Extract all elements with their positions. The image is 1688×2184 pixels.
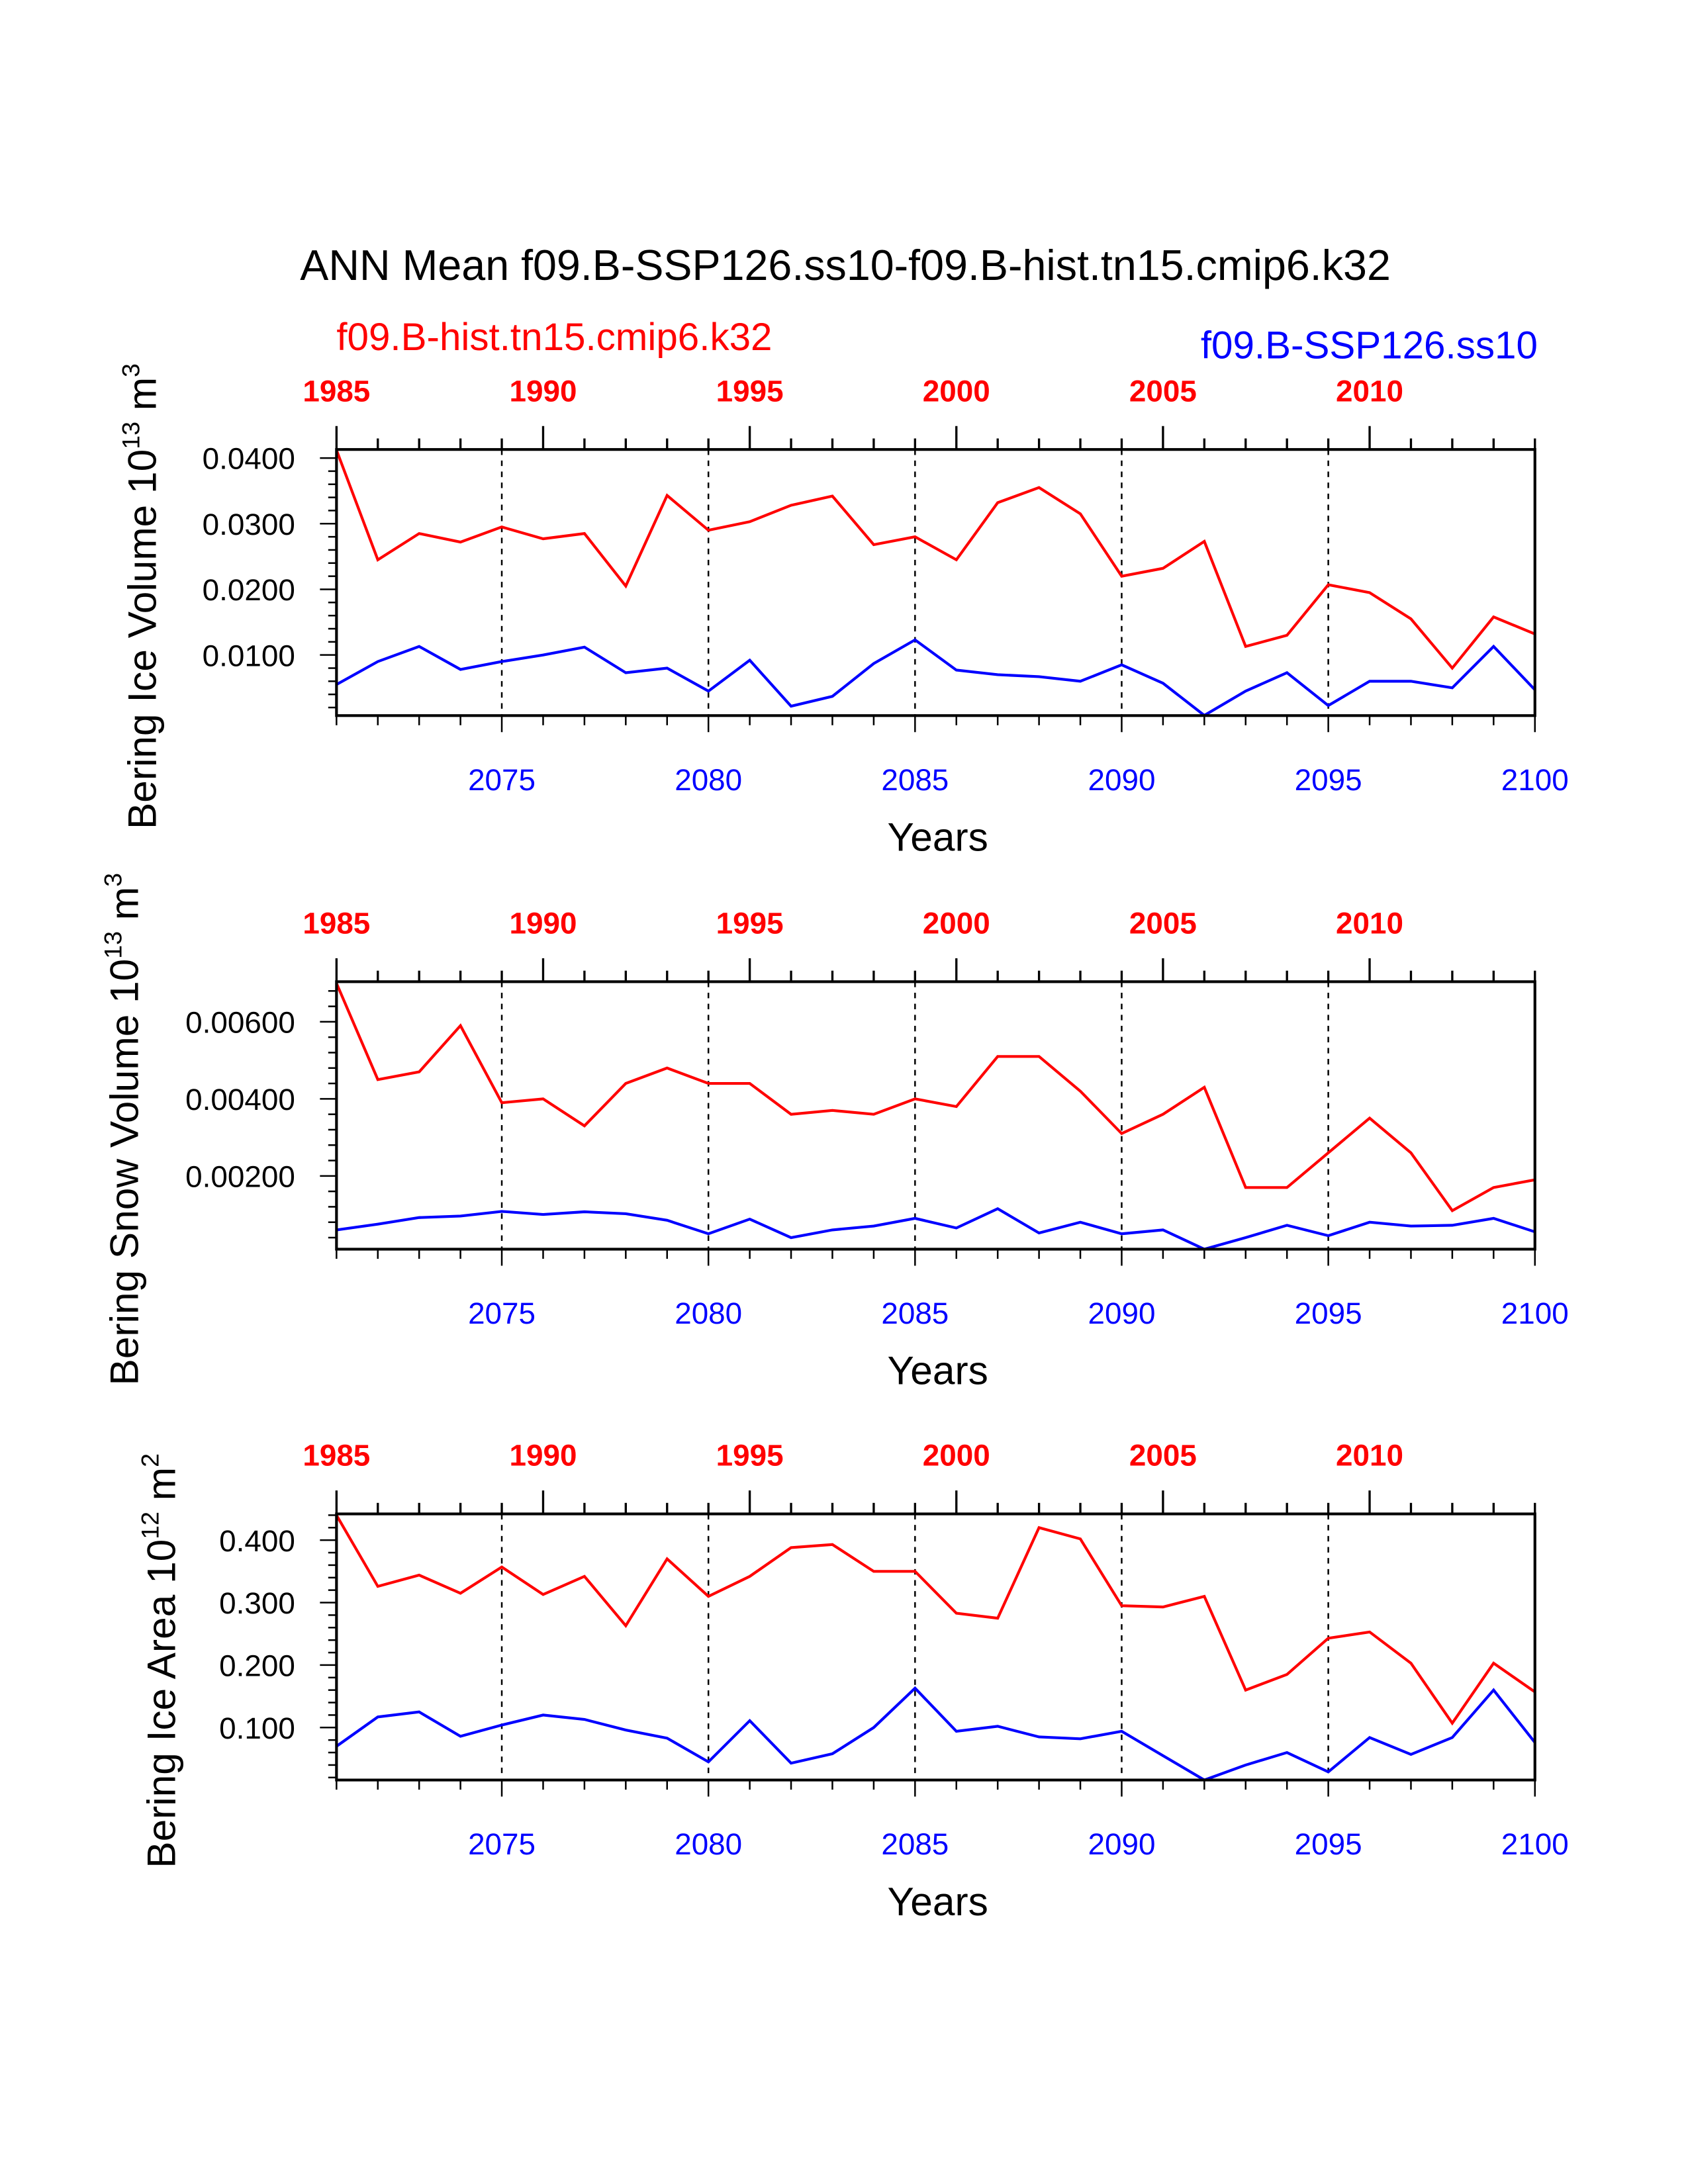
x-tick-label: 2075 (468, 1827, 536, 1861)
x-top-tick-label: 2005 (1129, 374, 1197, 408)
x-tick-label: 2090 (1088, 1297, 1155, 1330)
y-axis-label: Bering Ice Area 1012 m2 (136, 1453, 184, 1868)
y-tick-label: 0.300 (219, 1586, 295, 1620)
x-top-tick-label: 1985 (303, 374, 370, 408)
x-tick-label: 2100 (1501, 763, 1569, 797)
x-tick-label: 2085 (881, 763, 949, 797)
x-tick-label: 2100 (1501, 1297, 1569, 1330)
x-tick-label: 2095 (1295, 1827, 1362, 1861)
plot-frame (335, 980, 1536, 1251)
plot-frame (335, 1512, 1536, 1782)
series-line-ssp126 (336, 1686, 1536, 1782)
y-tick-label: 0.200 (219, 1649, 295, 1683)
series-line-hist (335, 982, 1536, 1212)
y-tick-label: 0.00600 (185, 1006, 295, 1040)
legend-blue: f09.B-SSP126.ss10 (1201, 324, 1538, 367)
panel-1: 2075 2080 2085 2090 2095 2100 1985 1990 1995 2000… (117, 363, 1568, 859)
series-line-ssp126 (336, 1207, 1536, 1251)
x-top-tick-label: 1995 (716, 906, 784, 940)
y-tick-label: 0.0400 (203, 442, 295, 476)
y-tick-label: 0.0200 (203, 573, 295, 607)
x-top-tick-label: 1990 (509, 374, 577, 408)
x-tick-label: 2080 (675, 1297, 742, 1330)
x-tick-label: 2095 (1295, 763, 1362, 797)
x-tick-label: 2075 (468, 1297, 536, 1330)
panel-2: 2075 2080 2085 2090 2095 2100 1985 1990 1995 2000… (99, 873, 1568, 1393)
x-top-tick-label: 2000 (923, 906, 990, 940)
x-top-tick-label: 1990 (509, 1439, 577, 1473)
y-tick-label: 0.0300 (203, 508, 295, 541)
x-top-tick-label: 2005 (1129, 1439, 1197, 1473)
x-tick-label: 2100 (1501, 1827, 1569, 1861)
x-tick-label: 2090 (1088, 1827, 1155, 1861)
y-axis-label: Bering Snow Volume 1013 m3 (99, 873, 146, 1385)
x-top-tick-label: 2005 (1129, 906, 1197, 940)
x-top-tick-label: 2010 (1336, 906, 1403, 940)
x-tick-label: 2085 (881, 1297, 949, 1330)
y-tick-label: 0.400 (219, 1524, 295, 1558)
x-top-tick-label: 2010 (1336, 1439, 1403, 1473)
plot-frame (335, 448, 1536, 717)
x-top-tick-label: 1995 (716, 1439, 784, 1473)
series-line-hist (335, 449, 1536, 670)
x-top-tick-label: 1985 (303, 906, 370, 940)
x-tick-label: 2075 (468, 763, 536, 797)
x-top-tick-label: 1985 (303, 1439, 370, 1473)
x-tick-label: 2085 (881, 1827, 949, 1861)
x-axis-label: Years (888, 1879, 988, 1924)
x-top-tick-label: 1990 (509, 906, 577, 940)
series-line-hist (335, 1514, 1536, 1726)
legend-red: f09.B-hist.tn15.cmip6.k32 (336, 316, 772, 359)
y-axis-label: Bering Ice Volume 1013 m3 (117, 363, 164, 829)
y-tick-label: 0.0100 (203, 639, 295, 672)
x-tick-label: 2090 (1088, 763, 1155, 797)
x-top-tick-label: 2000 (923, 374, 990, 408)
panel-3: 2075 2080 2085 2090 2095 2100 1985 1990 1995 2000… (136, 1439, 1569, 1924)
x-tick-label: 2080 (675, 1827, 742, 1861)
x-tick-label: 2095 (1295, 1297, 1362, 1330)
x-tick-label: 2080 (675, 763, 742, 797)
x-top-tick-label: 2010 (1336, 374, 1403, 408)
x-axis-label: Years (888, 1348, 988, 1393)
x-top-tick-label: 1995 (716, 374, 784, 408)
series-line-ssp126 (336, 638, 1536, 717)
y-tick-label: 0.100 (219, 1711, 295, 1745)
x-top-tick-label: 2000 (923, 1439, 990, 1473)
chart-title: ANN Mean f09.B-SSP126.ss10-f09.B-hist.tn… (300, 242, 1391, 289)
y-tick-label: 0.00200 (185, 1160, 295, 1194)
y-tick-label: 0.00400 (185, 1083, 295, 1116)
x-axis-label: Years (888, 814, 988, 859)
